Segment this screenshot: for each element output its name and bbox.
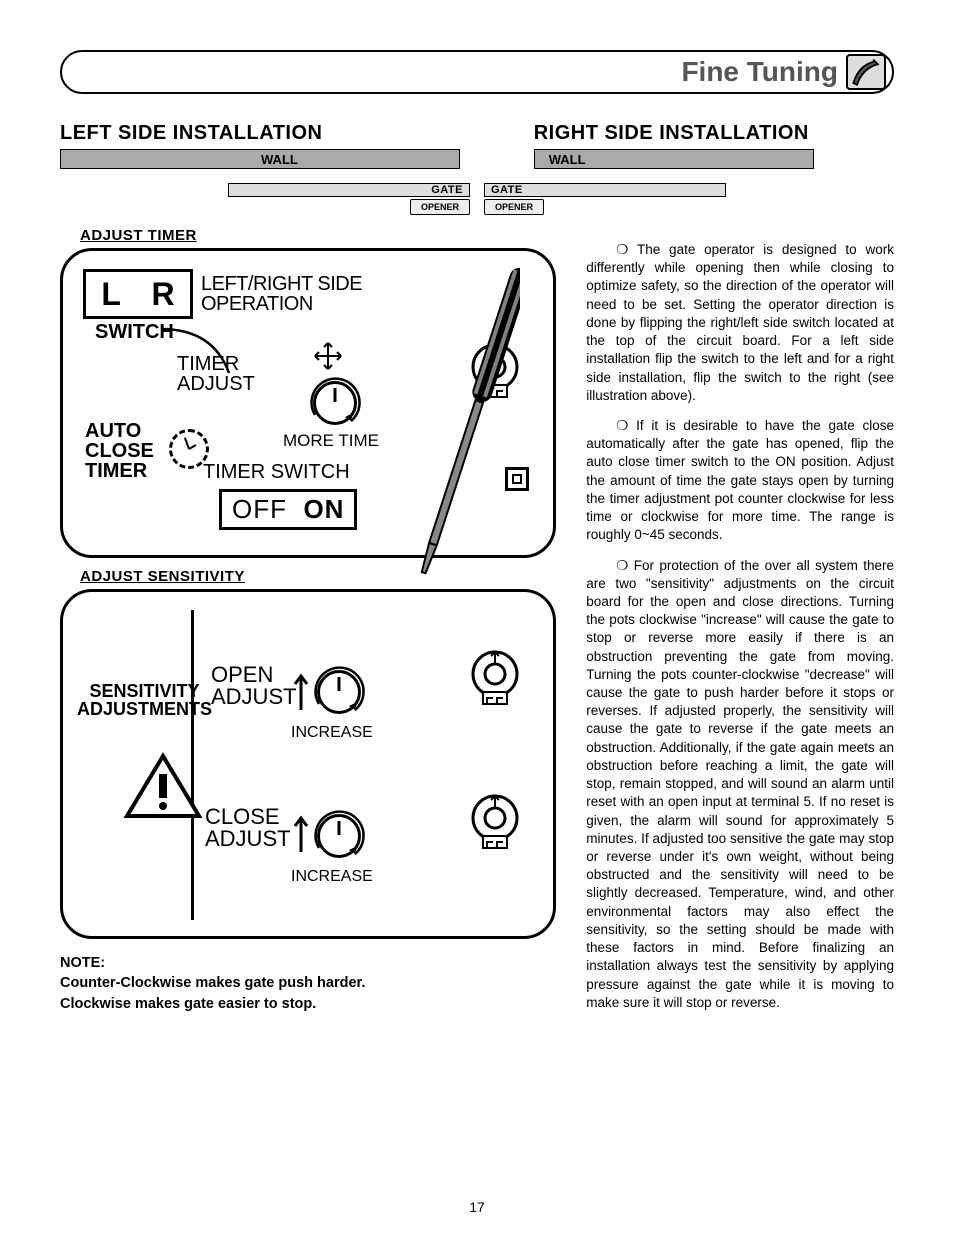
gate-label: GATE bbox=[491, 184, 523, 196]
increase2-label: INCREASE bbox=[291, 868, 373, 886]
close-text: CLOSE bbox=[85, 440, 154, 462]
right-gate-bar: GATE bbox=[484, 183, 726, 197]
dual-pot-icon bbox=[465, 648, 525, 708]
auto-text: AUTO bbox=[85, 420, 141, 442]
timer2-text: TIMER bbox=[85, 460, 147, 482]
sensitivity-adjustments-label: SENSITIVITY ADJUSTMENTS bbox=[77, 682, 212, 718]
lr-switch-box: L R bbox=[83, 269, 193, 319]
page-number: 17 bbox=[469, 1199, 485, 1215]
r-label: R bbox=[152, 276, 175, 313]
left-install-title: LEFT SIDE INSTALLATION bbox=[60, 122, 460, 145]
p2-text: If it is desirable to have the gate clos… bbox=[586, 418, 894, 542]
gate-label: GATE bbox=[431, 184, 463, 196]
right-opener: OPENER bbox=[484, 199, 544, 215]
on-label: ON bbox=[303, 494, 344, 524]
sensitivity-panel: SENSITIVITY ADJUSTMENTS OPEN ADJUST INCR… bbox=[60, 589, 556, 939]
adjust-timer-label: ADJUST TIMER bbox=[80, 227, 556, 244]
paragraph-3: ❍ For protection of the over all system … bbox=[586, 557, 894, 1012]
note-block: NOTE: Counter-Clockwise makes gate push … bbox=[60, 953, 556, 1014]
up-arrow-icon bbox=[291, 812, 311, 856]
opener-row: OPENER OPENER bbox=[60, 199, 894, 215]
cross-adjust-icon bbox=[313, 341, 343, 371]
off-on-box: OFF ON bbox=[219, 489, 357, 530]
dual-pot-icon bbox=[465, 792, 525, 852]
close-adjust-label: CLOSE ADJUST bbox=[205, 806, 291, 850]
p1-text: The gate operator is designed to work di… bbox=[586, 242, 894, 403]
sensitivity-text: SENSITIVITY bbox=[89, 681, 199, 701]
left-gate-bar: GATE bbox=[228, 183, 470, 197]
installation-diagrams: LEFT SIDE INSTALLATION WALL RIGHT SIDE I… bbox=[60, 122, 894, 173]
note-head: NOTE: bbox=[60, 953, 556, 973]
wall-label: WALL bbox=[549, 152, 586, 167]
adjustments-text: ADJUSTMENTS bbox=[77, 699, 212, 719]
timer-panel: L R LEFT/RIGHT SIDE OPERATION SWITCH TIM… bbox=[60, 248, 556, 558]
left-opener: OPENER bbox=[410, 199, 470, 215]
body-text-column: ❍ The gate operator is designed to work … bbox=[586, 221, 894, 1024]
wall-label: WALL bbox=[261, 152, 298, 167]
header-bar: Fine Tuning bbox=[60, 50, 894, 94]
adjust1-text: ADJUST bbox=[211, 684, 297, 709]
paragraph-1: ❍ The gate operator is designed to work … bbox=[586, 241, 894, 405]
right-install-title: RIGHT SIDE INSTALLATION bbox=[534, 122, 894, 145]
header-title: Fine Tuning bbox=[681, 56, 838, 88]
paragraph-2: ❍ If it is desirable to have the gate cl… bbox=[586, 417, 894, 545]
note-line1: Counter-Clockwise makes gate push harder… bbox=[60, 973, 556, 993]
switch-square-icon bbox=[505, 467, 529, 491]
lr-side-operation: LEFT/RIGHT SIDE OPERATION bbox=[201, 274, 362, 314]
note-line2: Clockwise makes gate easier to stop. bbox=[60, 994, 556, 1014]
pot-arc-arrow-icon bbox=[311, 808, 367, 864]
auto-close-timer-label: AUTO CLOSE TIMER bbox=[85, 421, 154, 481]
more-time-label: MORE TIME bbox=[283, 431, 379, 451]
l-label: L bbox=[101, 276, 121, 313]
pot-arc-arrow-icon bbox=[307, 375, 363, 431]
switch-curve-icon bbox=[153, 327, 233, 377]
left-wall-bar: WALL bbox=[60, 149, 460, 169]
dual-pot-icon bbox=[465, 341, 525, 401]
adjust-sensitivity-label: ADJUST SENSITIVITY bbox=[80, 568, 556, 585]
gate-row: GATE GATE bbox=[60, 183, 894, 197]
operation-text: OPERATION bbox=[201, 293, 313, 315]
warning-triangle-icon bbox=[123, 752, 203, 822]
lr-side-text: LEFT/RIGHT SIDE bbox=[201, 273, 362, 295]
off-label: OFF bbox=[232, 494, 287, 524]
p3-text: For protection of the over all system th… bbox=[586, 558, 894, 1010]
adjust2-text: ADJUST bbox=[205, 826, 291, 851]
right-wall-bar: WALL bbox=[534, 149, 814, 169]
up-arrow-icon bbox=[291, 670, 311, 714]
timer-switch-label: TIMER SWITCH bbox=[203, 461, 350, 484]
violin-icon bbox=[846, 54, 886, 90]
open-adjust-label: OPEN ADJUST bbox=[211, 664, 297, 708]
increase1-label: INCREASE bbox=[291, 724, 373, 742]
pot-arc-arrow-icon bbox=[311, 664, 367, 720]
